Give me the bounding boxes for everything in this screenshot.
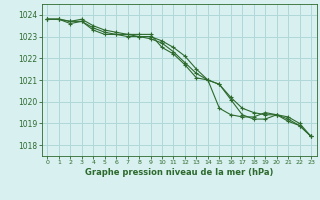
X-axis label: Graphe pression niveau de la mer (hPa): Graphe pression niveau de la mer (hPa) xyxy=(85,168,273,177)
